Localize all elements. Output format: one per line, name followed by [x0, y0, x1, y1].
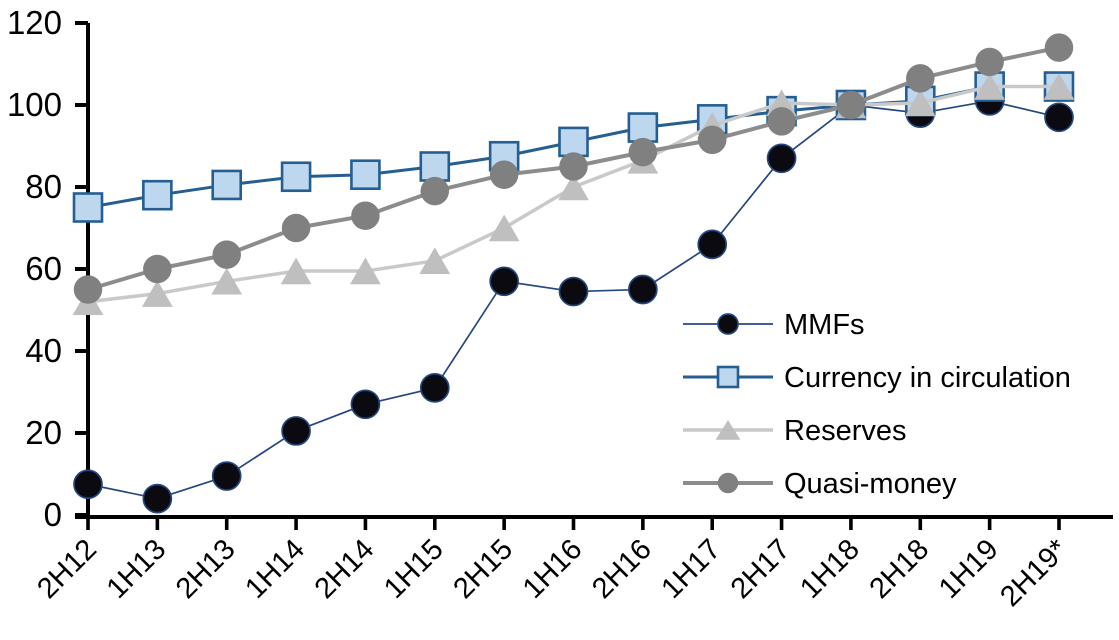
x-axis-tick-label: 2H19* [994, 533, 1074, 613]
data-point-mmfs [350, 389, 381, 420]
data-point-quasi-money [212, 240, 241, 269]
data-point-quasi-money [697, 125, 727, 155]
data-point-currency-in-circulation [350, 159, 381, 190]
x-axis-tick-label: 1H17 [656, 533, 728, 605]
x-axis-tick-label: 1H14 [239, 533, 311, 605]
data-point-mmfs [211, 461, 242, 491]
data-point-mmfs [558, 276, 589, 307]
y-axis-tick-label: 40 [25, 332, 62, 369]
legend-label-currency-in-circulation: Currency in circulation [784, 362, 1071, 394]
data-point-currency-in-circulation [211, 169, 243, 201]
y-axis-tick-label: 60 [25, 250, 62, 287]
data-point-quasi-money [281, 213, 311, 243]
x-axis-tick-label: 2H18 [864, 533, 936, 605]
data-point-reserves [1043, 73, 1075, 100]
legend-marker-mmfs [717, 313, 739, 335]
data-point-quasi-money [975, 47, 1004, 77]
legend-item-mmfs: MMFs [683, 309, 865, 341]
legend-item-quasi-money: Quasi-money [683, 468, 957, 500]
x-axis-tick-label: 2H16 [586, 533, 658, 605]
data-point-currency-in-circulation [627, 112, 659, 143]
data-point-reserves [904, 89, 936, 117]
data-point-currency-in-circulation [558, 126, 589, 158]
data-point-quasi-money [767, 107, 796, 136]
legend-item-reserves: Reserves [683, 415, 907, 447]
x-axis-tick-label: 1H19 [933, 533, 1005, 605]
data-point-mmfs [1044, 102, 1074, 133]
legend: MMFs Currency in circulation Reserves Quasi… [683, 309, 1071, 500]
data-point-mmfs [419, 373, 450, 403]
x-axis-tick-label: 2H13 [170, 533, 242, 605]
data-point-quasi-money [559, 152, 588, 181]
x-axis-tick-label: 1H13 [101, 533, 173, 605]
legend-marker-currency-in-circulation [716, 365, 740, 389]
y-axis-tick-label: 80 [25, 168, 62, 205]
series-quasi-money [73, 33, 1074, 304]
data-point-reserves [141, 280, 173, 307]
legend-label-reserves: Reserves [784, 415, 907, 447]
data-point-mmfs [697, 229, 728, 260]
y-axis-tick-label: 0 [44, 496, 62, 533]
data-point-mmfs [628, 274, 658, 305]
data-point-mmfs [489, 266, 519, 297]
x-axis-tick-label: 2H17 [725, 533, 797, 605]
data-point-mmfs [766, 143, 797, 174]
data-point-currency-in-circulation [72, 192, 104, 223]
data-point-quasi-money [489, 160, 519, 189]
y-axis-tick-label: 120 [7, 4, 62, 41]
data-point-quasi-money [628, 137, 658, 167]
data-point-quasi-money [420, 176, 450, 206]
legend-label-quasi-money: Quasi-money [784, 468, 957, 500]
x-axis-tick-label: 2H15 [447, 533, 519, 605]
data-point-reserves [974, 73, 1006, 100]
data-point-quasi-money [1044, 33, 1074, 62]
data-point-mmfs [281, 416, 311, 446]
legend-label-mmfs: MMFs [784, 309, 865, 341]
data-point-currency-in-circulation [142, 179, 173, 211]
x-axis-tick-label: 1H16 [517, 533, 589, 605]
legend-marker-reserves [715, 420, 741, 440]
data-point-currency-in-circulation [280, 161, 312, 193]
data-point-reserves [211, 267, 243, 295]
legend-item-currency-in-circulation: Currency in circulation [683, 362, 1071, 394]
legend-marker-quasi-money [717, 472, 739, 494]
x-axis-tick-label: 2H12 [31, 533, 103, 605]
data-point-quasi-money [351, 201, 380, 230]
data-point-currency-in-circulation [419, 151, 451, 182]
data-point-mmfs [73, 469, 103, 500]
data-point-quasi-money [836, 90, 866, 120]
data-point-reserves [488, 214, 520, 242]
x-axis-tick-label: 1H18 [794, 533, 866, 605]
x-axis-tick-label: 1H15 [378, 533, 450, 605]
data-point-reserves [349, 257, 381, 285]
data-point-reserves [558, 173, 589, 201]
data-point-quasi-money [73, 275, 103, 304]
data-point-quasi-money [906, 64, 935, 93]
y-axis-tick-label: 20 [25, 414, 62, 451]
data-point-reserves [419, 247, 451, 275]
data-point-reserves [280, 257, 312, 285]
data-point-mmfs [142, 483, 173, 514]
data-point-quasi-money [143, 254, 172, 284]
x-axis-tick-label: 2H14 [309, 533, 381, 605]
y-axis-tick-label: 100 [7, 86, 62, 123]
